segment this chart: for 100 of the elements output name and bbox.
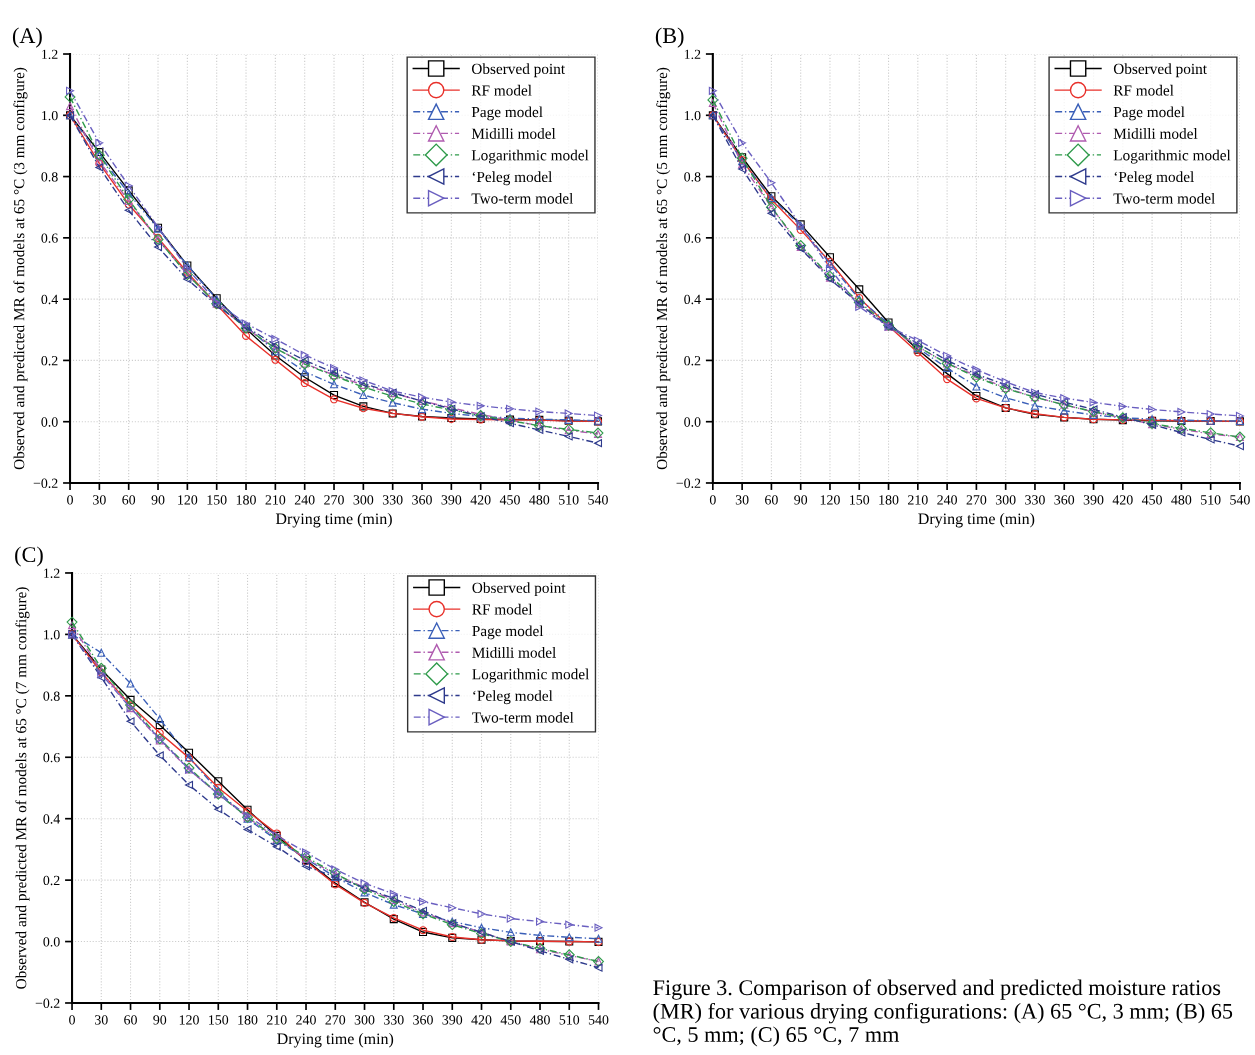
chart-title: (C) <box>15 546 43 567</box>
x-tick-label: 90 <box>153 1015 167 1025</box>
x-tick-label: 390 <box>1083 495 1104 505</box>
y-tick-label: 0.2 <box>41 356 58 366</box>
x-tick-label: 300 <box>353 495 374 505</box>
x-axis-title: Drying time (min) <box>277 1032 394 1048</box>
x-tick-label: 480 <box>529 1015 550 1025</box>
legend-label: ‘Peleg model <box>1114 171 1194 186</box>
y-tick-label: 0.0 <box>43 937 60 947</box>
x-tick-label: 420 <box>471 1015 492 1025</box>
x-tick-label: 390 <box>441 495 462 505</box>
x-tick-label: 540 <box>588 1015 609 1025</box>
x-tick-label: 450 <box>1141 495 1162 505</box>
x-tick-label: 120 <box>820 495 840 505</box>
x-tick-label: 330 <box>382 495 403 505</box>
legend-label: Observed point <box>1113 63 1207 78</box>
legend-label: Logarithmic model <box>472 668 590 683</box>
legend-label: Observed point <box>471 63 565 78</box>
x-tick-label: 240 <box>296 1015 316 1025</box>
x-tick-label: 0 <box>67 495 73 505</box>
x-tick-label: 210 <box>266 1015 287 1025</box>
x-axis-title: Drying time (min) <box>918 512 1035 528</box>
legend-label: Two-term model <box>472 711 574 723</box>
y-axis-title: Observed and predicted MR of models at 65 °C (5 mm configure) <box>656 67 671 470</box>
x-tick-label: 540 <box>1230 495 1250 505</box>
y-axis-title: Observed and predicted MR of models at 65 °C (3 mm configure) <box>13 67 28 470</box>
x-tick-label: 420 <box>470 495 491 505</box>
y-tick-label: 0.6 <box>41 233 58 243</box>
y-tick-label: 1.2 <box>44 568 60 578</box>
y-tick-label: 0.2 <box>684 356 701 366</box>
x-tick-label: 510 <box>559 495 579 505</box>
y-tick-label: 0.6 <box>684 233 701 243</box>
y-tick-label: 1.2 <box>42 49 58 60</box>
legend-label: RF model <box>472 603 533 615</box>
legend-label: RF model <box>1113 84 1174 96</box>
y-tick-label: 0.4 <box>41 294 59 305</box>
legend-label: Observed point <box>472 582 566 597</box>
y-axis-title: Observed and predicted MR of models at 65 °C (7 mm configure) <box>15 587 30 989</box>
x-tick-label: 480 <box>529 495 550 505</box>
legend-label: Two-term model <box>471 192 574 204</box>
x-tick-label: 510 <box>1201 495 1221 505</box>
x-tick-label: 150 <box>209 1015 229 1025</box>
x-tick-label: 270 <box>324 495 344 505</box>
y-tick-label: −0.2 <box>676 478 701 488</box>
y-tick-label: 1.0 <box>44 629 60 640</box>
legend-label: Page model <box>472 625 544 640</box>
legend-label: ‘Peleg model <box>472 171 553 186</box>
x-tick-label: 270 <box>966 495 987 505</box>
legend-label: RF model <box>471 84 532 96</box>
x-tick-label: 120 <box>178 495 198 505</box>
x-tick-label: 330 <box>384 1015 404 1025</box>
y-tick-label: 1.2 <box>684 49 701 60</box>
x-tick-label: 60 <box>122 495 136 505</box>
x-tick-label: 420 <box>1112 495 1133 505</box>
x-tick-label: 240 <box>294 495 315 505</box>
chart-title: (A) <box>12 27 42 48</box>
y-tick-label: 0.8 <box>43 691 60 701</box>
x-tick-label: 90 <box>151 495 165 505</box>
legend-label: Logarithmic model <box>471 149 589 164</box>
y-tick-label: 0.4 <box>684 294 701 305</box>
x-tick-label: 210 <box>908 495 928 505</box>
x-tick-label: 480 <box>1171 495 1192 505</box>
x-tick-label: 300 <box>995 495 1016 505</box>
legend-label: ‘Peleg model <box>473 690 553 705</box>
legend-label: Midilli model <box>471 128 556 139</box>
x-tick-label: 360 <box>1054 495 1075 505</box>
x-tick-label: 30 <box>95 1015 108 1025</box>
x-tick-label: 30 <box>93 495 106 505</box>
y-tick-label: 1.0 <box>42 110 58 121</box>
x-tick-label: 540 <box>588 495 608 505</box>
x-tick-label: 300 <box>354 1015 375 1025</box>
x-tick-label: 120 <box>179 1015 199 1025</box>
x-tick-label: 0 <box>709 495 716 505</box>
y-tick-label: 0.2 <box>43 875 60 886</box>
x-tick-label: 360 <box>413 1015 433 1025</box>
x-tick-label: 60 <box>765 495 778 505</box>
x-tick-label: 150 <box>850 495 870 505</box>
legend-label: Page model <box>1113 106 1185 121</box>
legend-label: Midilli model <box>1113 128 1198 139</box>
x-tick-label: 30 <box>735 495 749 505</box>
y-tick-label: 0.4 <box>43 814 61 824</box>
x-axis-title: Drying time (min) <box>275 512 392 528</box>
y-tick-label: −0.2 <box>35 998 60 1008</box>
x-tick-label: 360 <box>412 495 432 505</box>
legend-label: Page model <box>471 106 543 121</box>
legend-label: Two-term model <box>1113 192 1215 204</box>
chart-title: (B) <box>655 27 684 48</box>
x-tick-label: 180 <box>879 495 899 505</box>
legend-label: Midilli model <box>472 647 556 658</box>
y-tick-label: 0.0 <box>41 417 58 427</box>
y-tick-label: 0.0 <box>684 417 701 427</box>
x-tick-label: 150 <box>207 495 227 505</box>
x-tick-label: 180 <box>236 495 256 505</box>
y-tick-label: 1.0 <box>684 110 701 121</box>
y-tick-label: 0.6 <box>43 752 60 763</box>
y-tick-label: −0.2 <box>33 478 58 488</box>
y-tick-label: 0.8 <box>684 172 701 182</box>
x-tick-label: 270 <box>325 1015 346 1025</box>
x-tick-label: 510 <box>559 1015 580 1025</box>
x-tick-label: 240 <box>937 495 957 505</box>
